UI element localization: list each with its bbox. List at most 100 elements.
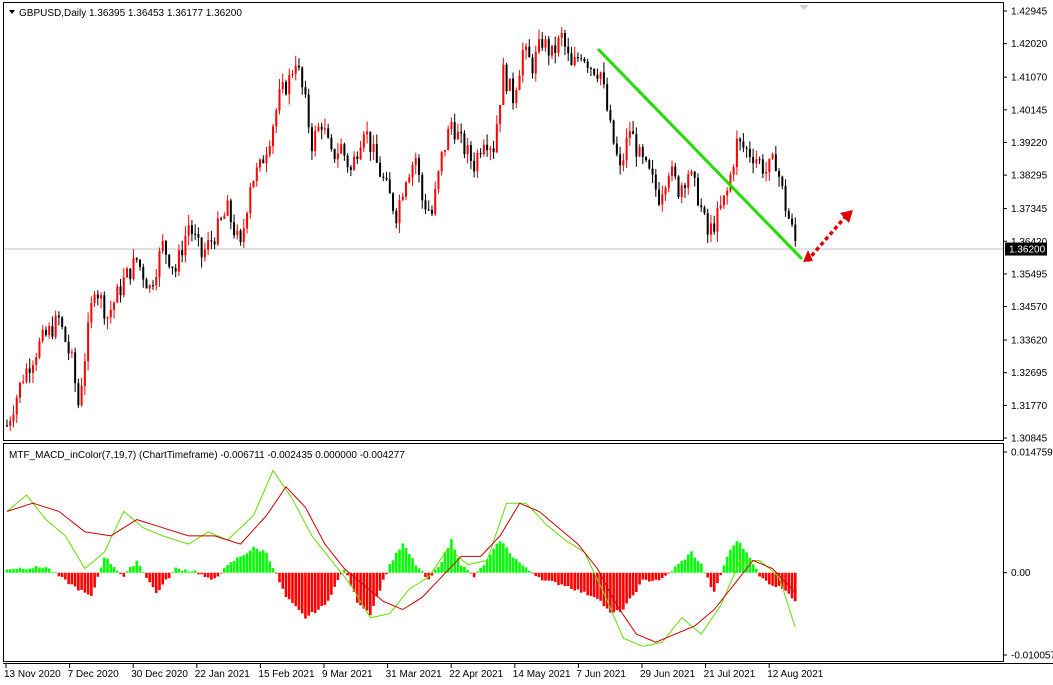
histogram-bar (761, 572, 765, 579)
histogram-bar (683, 559, 687, 573)
candle (48, 322, 51, 339)
histogram-bar (333, 572, 336, 587)
histogram-bar (706, 572, 710, 578)
histogram-bar (284, 572, 288, 598)
histogram-bar (391, 560, 395, 573)
histogram-bar (781, 572, 784, 589)
histogram-bar (336, 572, 340, 581)
candle (6, 419, 8, 427)
histogram-bar (433, 569, 437, 573)
trend-line (596, 47, 804, 261)
time-tick-label: 30 Dec 2020 (131, 669, 188, 680)
candle (645, 156, 648, 163)
histogram-bar (119, 572, 122, 574)
histogram-bar (310, 572, 314, 613)
histogram-bar (719, 572, 722, 576)
candle (476, 149, 479, 178)
histogram-bar (537, 572, 541, 578)
histogram-bar (521, 565, 525, 573)
histogram-bar (57, 572, 61, 577)
candle (761, 154, 764, 178)
candle (505, 62, 508, 95)
scroll-marker-icon[interactable] (799, 5, 809, 10)
candle (64, 326, 67, 343)
histogram-bar (524, 567, 528, 573)
histogram-bar (612, 572, 615, 613)
time-tick-label: 7 Dec 2020 (68, 669, 120, 680)
candle (680, 182, 683, 204)
time-tick-label: 12 Aug 2021 (767, 669, 824, 680)
histogram-bar (216, 572, 220, 577)
histogram-bar (469, 572, 473, 574)
time-tick-label: 7 Jun 2021 (576, 669, 626, 680)
histogram-bar (96, 572, 100, 577)
histogram-bar (294, 572, 298, 607)
candle (132, 248, 135, 281)
histogram-bar (190, 571, 194, 573)
candle (638, 144, 641, 158)
candle (609, 104, 612, 123)
candle (554, 36, 557, 64)
histogram-bar (258, 551, 262, 573)
candle (538, 29, 541, 55)
candle (482, 139, 485, 157)
candle (709, 215, 712, 243)
candle (171, 266, 174, 275)
candle (752, 148, 755, 174)
histogram-bar (184, 569, 187, 573)
histogram-bar (411, 558, 414, 573)
symbol-label: GBPUSD,Daily (19, 8, 86, 19)
candle (421, 172, 424, 209)
candle (323, 118, 326, 135)
candle (690, 169, 693, 176)
candle (700, 198, 703, 212)
candle (268, 140, 271, 158)
histogram-bar (369, 572, 372, 616)
candle (41, 325, 44, 344)
histogram-bar (437, 567, 440, 573)
price-tick-label: 1.32695 (1011, 368, 1048, 379)
indicator-tick-label: -0.010057 (1011, 651, 1053, 662)
candle (15, 394, 18, 423)
candle (174, 264, 177, 278)
price-tick-label: 1.36420 (1011, 237, 1048, 248)
histogram-bar (498, 541, 502, 573)
candle (499, 104, 502, 133)
histogram-bar (540, 572, 544, 581)
candle (615, 136, 618, 157)
histogram-bar (252, 546, 255, 573)
histogram-bar (261, 550, 265, 573)
indicator-tick-label: 0.014759 (1011, 448, 1053, 459)
histogram-bar (44, 567, 48, 573)
signal-line (6, 486, 796, 643)
candle (343, 142, 346, 161)
collapse-triangle-icon[interactable] (9, 10, 15, 14)
candle (550, 45, 553, 59)
histogram-bar (388, 564, 392, 573)
price-tick-label: 1.33620 (1011, 336, 1048, 347)
histogram-bar (596, 572, 599, 599)
candle (304, 80, 307, 99)
candle (333, 148, 336, 163)
histogram-bar (112, 567, 116, 573)
histogram-bar (463, 566, 466, 573)
candle (651, 160, 654, 184)
histogram-bar (401, 543, 405, 573)
histogram-bar (440, 561, 443, 573)
candle (44, 326, 47, 337)
candle (713, 215, 716, 235)
candle (161, 234, 164, 254)
histogram-bar (245, 553, 249, 573)
candle (589, 66, 592, 77)
histogram-bar (651, 572, 654, 581)
histogram-bar (320, 572, 323, 607)
candle (67, 334, 70, 361)
candle (96, 290, 99, 306)
candle (547, 35, 550, 66)
candle (197, 227, 200, 247)
candle (791, 213, 794, 228)
histogram-bar (709, 572, 713, 588)
candle (417, 154, 420, 183)
histogram-bar (573, 572, 576, 591)
candle (671, 160, 674, 182)
